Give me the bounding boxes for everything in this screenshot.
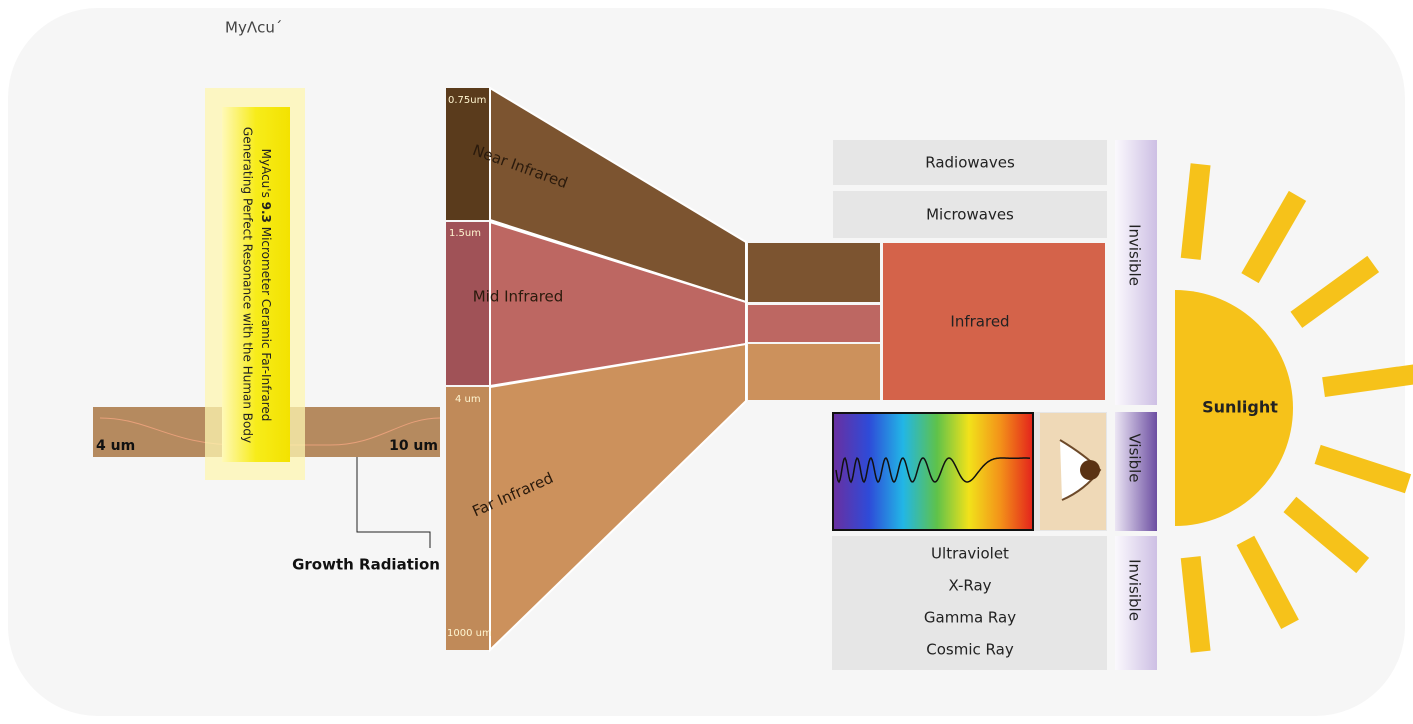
note-box	[222, 107, 290, 462]
spectrum-label: Microwaves	[926, 206, 1014, 224]
rainbow	[833, 413, 1033, 530]
page: MyΛcu´ MyAcu's 9.3 Micrometer Ceramic Fa…	[0, 0, 1413, 724]
logo: MyΛcu´	[225, 19, 282, 37]
range-label: 1.5um	[449, 228, 481, 239]
band-start: 4 um	[96, 438, 135, 454]
spectrum-label: Ultraviolet	[931, 545, 1009, 563]
spectrum-label: Gamma Ray	[924, 609, 1016, 627]
spectrum-label: X-Ray	[948, 577, 991, 595]
growth-label: Growth Radiation	[292, 556, 440, 574]
spectrum-label: Radiowaves	[925, 154, 1015, 172]
note-line: MyAcu's 9.3 Micrometer Ceramic Far-Infra…	[260, 149, 274, 422]
note-line: Generating Perfect Resonance with the Hu…	[241, 127, 255, 443]
range-label: 4 um	[455, 394, 481, 405]
band-name: Mid Infrared	[473, 288, 564, 306]
range-label: 1000 um	[447, 628, 492, 639]
iris	[1080, 460, 1100, 480]
near-block	[748, 243, 880, 302]
visibility-label: Invisible	[1126, 224, 1144, 286]
note-highlight: 9.3	[260, 202, 274, 223]
far-block	[748, 344, 880, 400]
spectrum-label: Infrared	[950, 313, 1009, 331]
visibility-label: Invisible	[1126, 559, 1144, 621]
note-text: Micrometer Ceramic Far-Infrared	[260, 223, 274, 421]
visibility-label: Visible	[1126, 434, 1144, 483]
far-column	[446, 387, 489, 650]
spectrum-label: Cosmic Ray	[926, 641, 1014, 659]
note-text: MyAcu's	[260, 149, 274, 202]
range-label: 0.75um	[448, 95, 486, 106]
band-end: 10 um	[389, 438, 438, 454]
sun-label: Sunlight	[1202, 398, 1278, 417]
diagram: MyΛcu´ MyAcu's 9.3 Micrometer Ceramic Fa…	[0, 0, 1413, 724]
mid-block	[748, 305, 880, 342]
